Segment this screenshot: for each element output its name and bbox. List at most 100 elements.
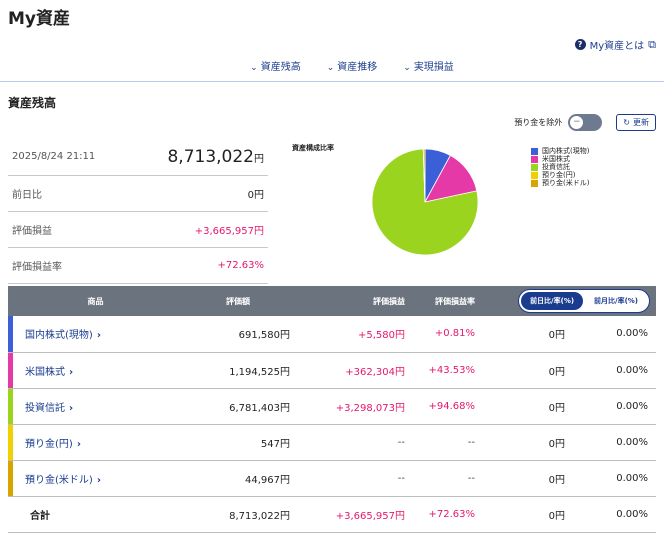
chevron-right-icon: › [96,330,101,342]
nav-balance[interactable]: ⌄ 資産残高 [250,62,301,73]
day-change-rate: 0.00% [573,352,656,389]
legend-swatch [531,171,538,179]
external-link-icon: ⧉ [648,37,656,51]
row-color-mark [8,316,13,353]
legend-label: 預り金(円) [542,171,576,179]
legend-item: 投資信託 [531,163,589,171]
legend-item: 預り金(円) [531,171,589,179]
anchor-nav: ⌄ 資産残高 ⌄ 資産推移 ⌄ 実現損益 [0,50,664,82]
legend-label: 預り金(米ドル) [542,179,590,187]
eval-value: 691,580円 [178,316,298,353]
legend-swatch [531,163,538,171]
total-pl: +3,665,957円 [298,496,413,533]
eval-value: 1,194,525円 [178,352,298,389]
eval-pl: -- [298,460,413,497]
legend-swatch [531,155,538,163]
exclude-deposit-toggle[interactable]: − [568,114,603,131]
toggle-knob: − [569,115,585,130]
table-row[interactable]: 国内株式(現物) › 691,580円 +5,580円 +0.81% 0円 0.0… [8,316,656,353]
compare-toggle: 前日比/率(%) 前月比/率(%) [518,289,650,313]
page-title: My資産 [8,9,70,29]
product-name[interactable]: 国内株式(現物) › [13,316,178,353]
legend-swatch [531,179,538,187]
eval-pl: +3,298,073円 [298,388,413,425]
product-name[interactable]: 投資信託 › [13,388,178,425]
allocation-pie-chart [371,148,479,256]
summary-total-row: 2025/8/24 21:11 8,713,022円 [8,138,268,176]
day-change-rate: 0.00% [573,388,656,425]
table-row[interactable]: 米国株式 › 1,194,525円 +362,304円 +43.53% 0円 0.… [8,352,656,389]
eval-plrate: +94.68% [413,388,483,425]
refresh-button[interactable]: ↻ 更新 [616,114,656,131]
eval-value: 6,781,403円 [178,388,298,425]
legend-label: 米国株式 [542,155,570,163]
product-name[interactable]: 米国株式 › [13,352,178,389]
eval-pl: +362,304円 [298,352,413,389]
eval-pl: +5,580円 [298,316,413,353]
legend-label: 投資信託 [542,163,570,171]
total-day-change-rate: 0.00% [573,496,656,533]
summary-row-daychange: 前日比 0円 [8,176,268,212]
header-plrate: 評価損益率 [413,286,483,316]
header-compare: 前日比/率(%) 前月比/率(%) [483,286,656,316]
row-color-mark [8,496,13,533]
total-row: 合計 8,713,022円 +3,665,957円 +72.63% 0円 0.0… [8,496,656,533]
chevron-right-icon: › [69,366,74,378]
nav-realized[interactable]: ⌄ 実現損益 [403,62,454,73]
row-color-mark [8,460,13,497]
compare-day-tab[interactable]: 前日比/率(%) [521,292,584,310]
chevron-right-icon: › [76,438,81,450]
compare-month-tab[interactable]: 前月比/率(%) [594,297,638,305]
legend-item: 国内株式(現物) [531,147,589,155]
day-change: 0円 [483,316,573,353]
eval-value: 44,967円 [178,460,298,497]
pie-legend: 国内株式(現物) 米国株式 投資信託 預り金(円) 預り金(米ドル) [531,147,589,187]
eval-plrate: +0.81% [413,316,483,353]
table-row[interactable]: 投資信託 › 6,781,403円 +3,298,073円 +94.68% 0円 … [8,388,656,425]
product-name[interactable]: 預り金(円) › [13,424,178,461]
nav-history[interactable]: ⌄ 資産推移 [326,62,378,73]
chevron-down-icon: ⌄ [250,63,258,73]
total-label: 合計 [13,496,178,533]
eval-plrate: +43.53% [413,352,483,389]
total-value: 8,713,022円 [178,496,298,533]
timestamp: 2025/8/24 21:11 [12,151,96,162]
legend-item: 預り金(米ドル) [531,179,589,187]
day-change-rate: 0.00% [573,424,656,461]
summary-row-plrate: 評価損益率 +72.63% [8,248,268,284]
pie-title: 資産構成比率 [292,144,334,152]
total-value: 8,713,022円 [167,146,264,167]
help-link[interactable]: ? My資産とは ⧉ [574,37,656,52]
pie-slice-4 [422,148,426,203]
section-title: 資産残高 [8,96,57,110]
summary-panel: 2025/8/24 21:11 8,713,022円 前日比 0円 評価損益 +… [8,138,268,284]
chevron-down-icon: ⌄ [403,63,411,73]
table-row[interactable]: 預り金(円) › 547円 -- -- 0円 0.00% [8,424,656,461]
eval-plrate: -- [413,460,483,497]
total-plrate: +72.63% [413,496,483,533]
header-product: 商品 [13,286,178,316]
day-change-rate: 0.00% [573,316,656,353]
refresh-icon: ↻ [623,118,630,127]
chevron-right-icon: › [69,402,74,414]
day-change: 0円 [483,424,573,461]
eval-plrate: -- [413,424,483,461]
eval-pl: -- [298,424,413,461]
exclude-deposit-control: 預り金を除外 − ↻ 更新 [514,114,656,131]
legend-item: 米国株式 [531,155,589,163]
table-header: 商品 評価額 評価損益 評価損益率 前日比/率(%) 前月比/率(%) [8,286,656,316]
row-color-mark [8,388,13,425]
day-change: 0円 [483,352,573,389]
day-change: 0円 [483,388,573,425]
table-row[interactable]: 預り金(米ドル) › 44,967円 -- -- 0円 0.00% [8,460,656,497]
product-name[interactable]: 預り金(米ドル) › [13,460,178,497]
header-value: 評価額 [178,286,298,316]
day-change-rate: 0.00% [573,460,656,497]
row-color-mark [8,352,13,389]
legend-label: 国内株式(現物) [542,147,590,155]
chevron-down-icon: ⌄ [326,63,335,73]
question-icon: ? [574,39,586,50]
legend-swatch [531,147,538,155]
row-color-mark [8,424,13,461]
refresh-label: 更新 [633,118,649,127]
